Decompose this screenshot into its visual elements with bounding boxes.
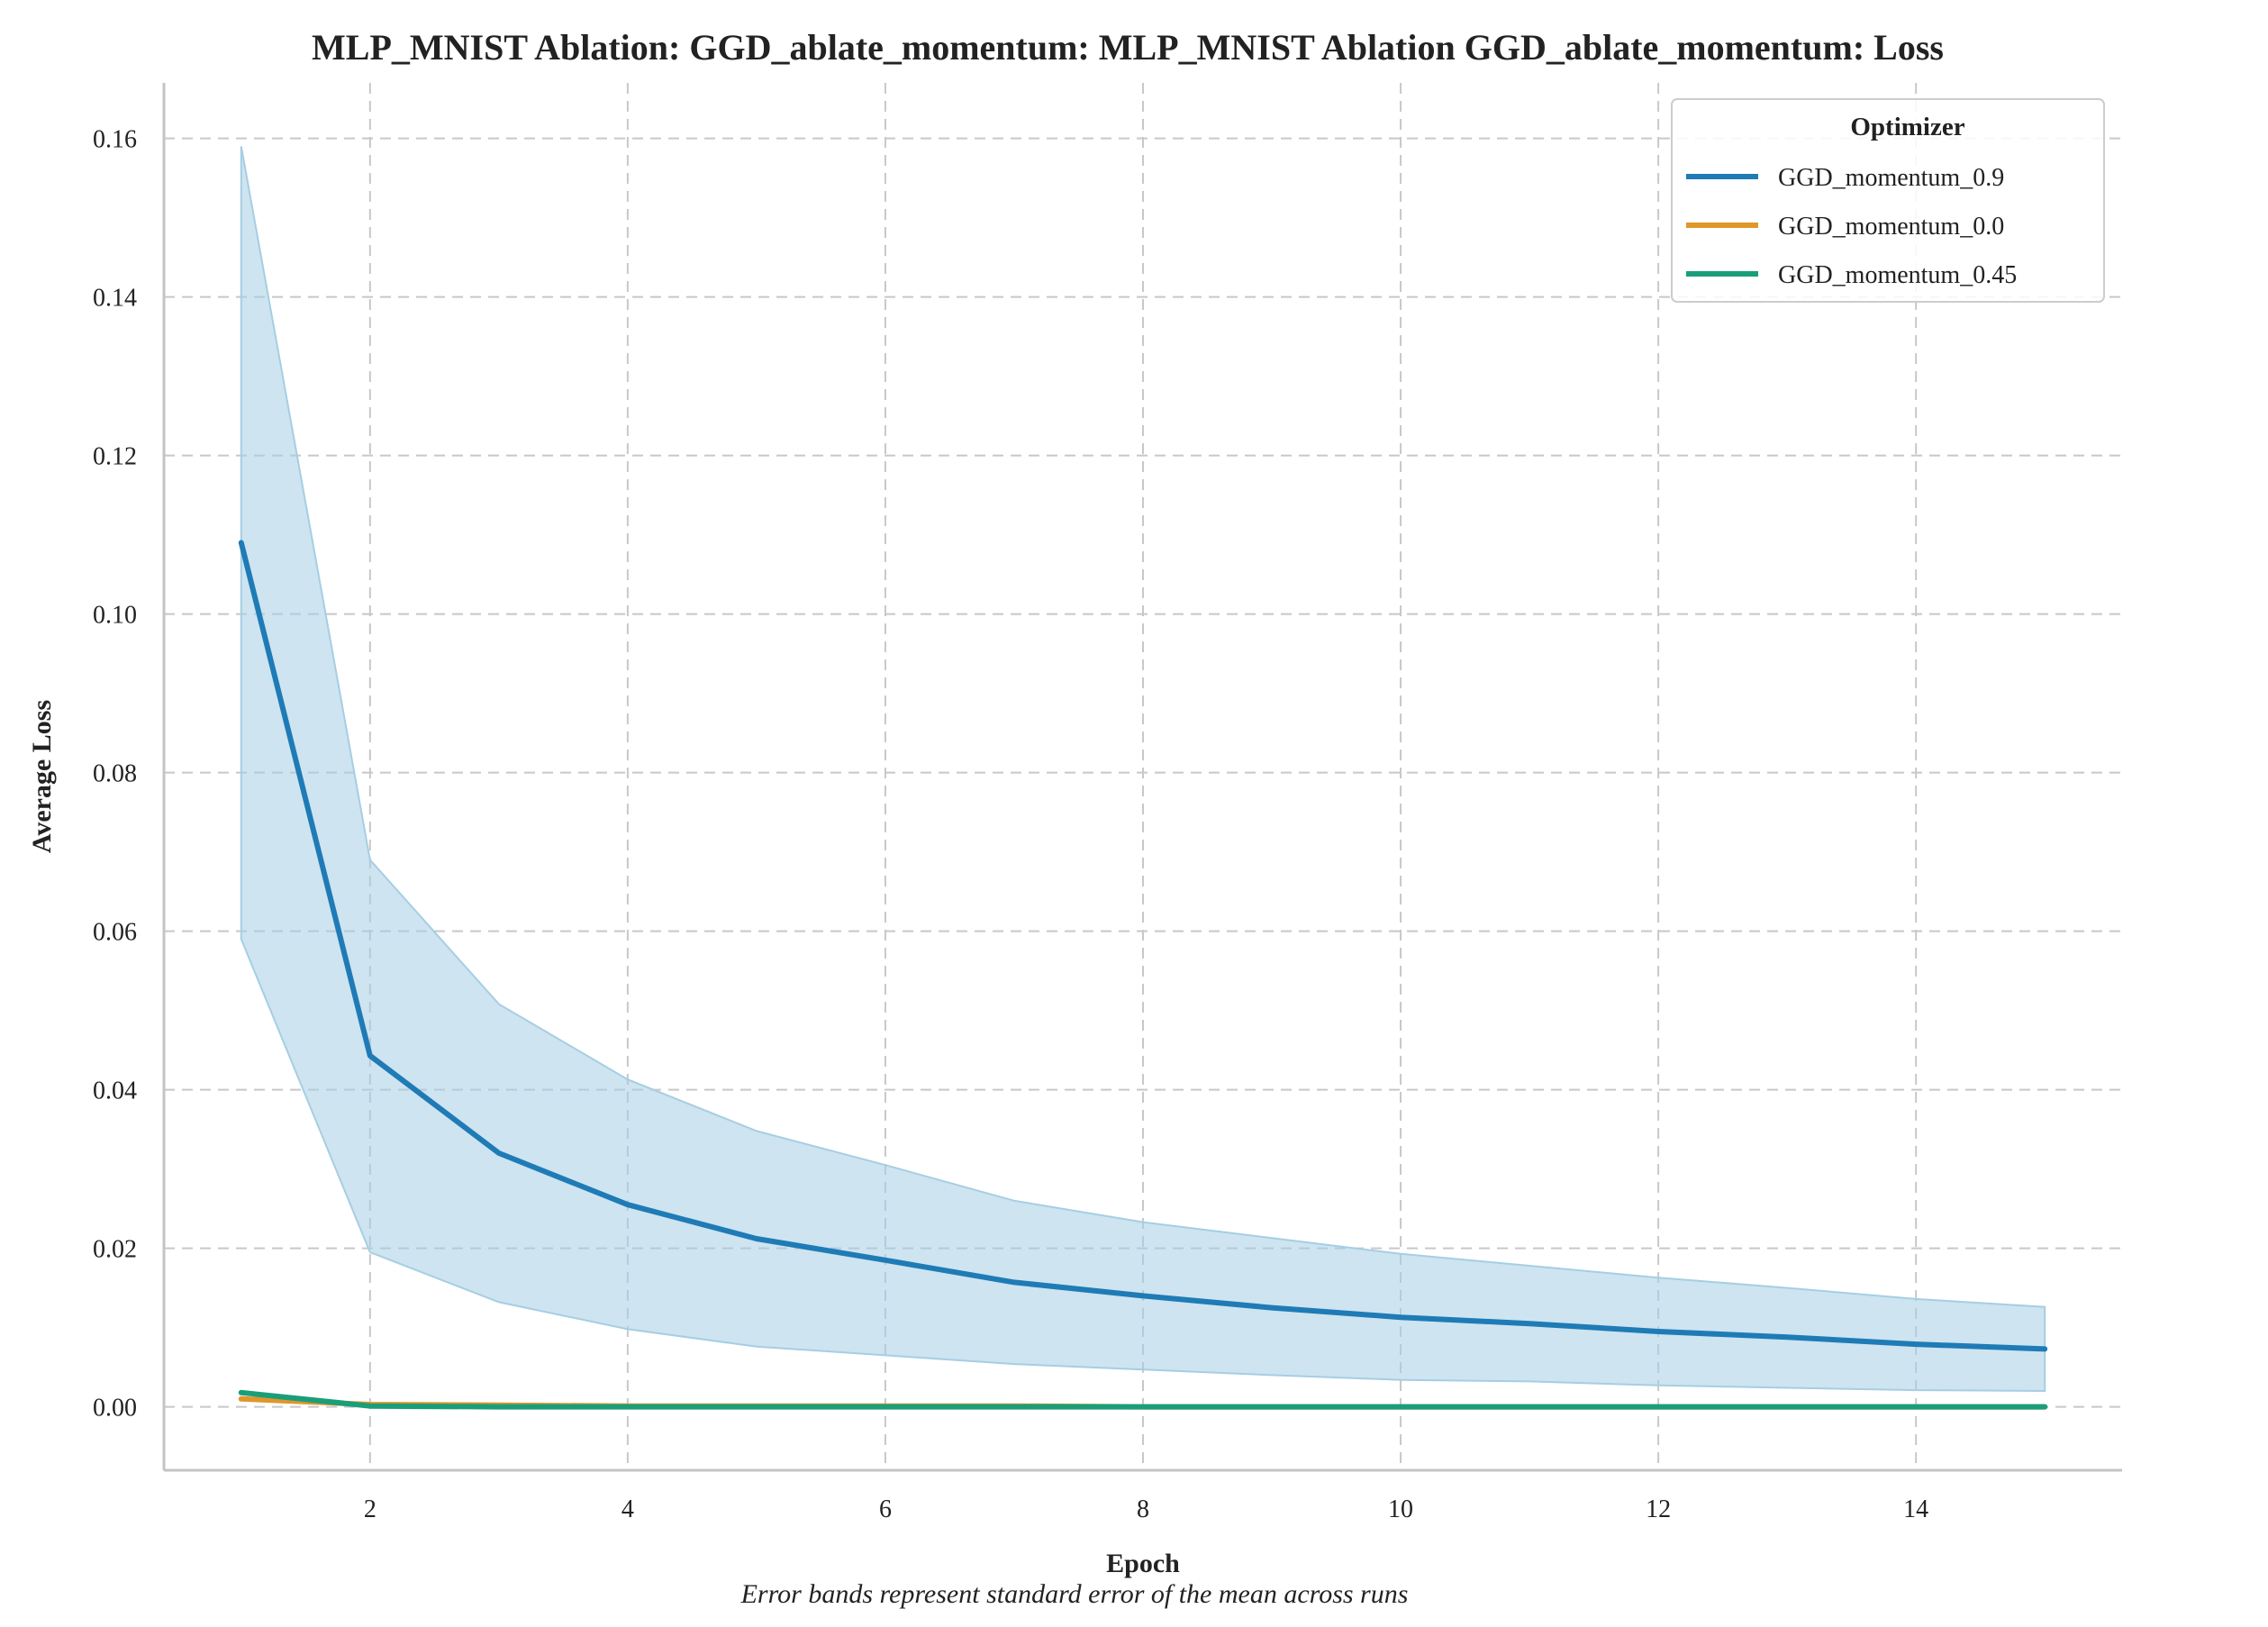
y-tick-label: 0.14 (93, 285, 137, 313)
y-axis-label: Average Loss (27, 700, 57, 853)
y-tick-label: 0.16 (93, 126, 137, 154)
error-bands (240, 146, 2046, 1393)
x-tick-label: 8 (1137, 1495, 1149, 1523)
x-tick-label: 4 (621, 1495, 634, 1523)
y-tick-label: 0.00 (93, 1395, 137, 1422)
y-tick-label: 0.10 (93, 602, 137, 630)
x-tick-label: 2 (364, 1495, 376, 1523)
x-tick-label: 10 (1388, 1495, 1413, 1523)
series-line-2 (238, 1389, 2048, 1410)
legend-items: GGD_momentum_0.9 GGD_momentum_0.0 GGD_mome… (1686, 164, 2017, 289)
error-band-0 (240, 146, 2046, 1393)
legend: Optimizer GGD_momentum_0.9GGD_momentum_0… (1671, 98, 2105, 303)
legend-label: GGD_momentum_0.0 (1778, 213, 2004, 241)
y-tick-label: 0.12 (93, 443, 137, 471)
legend-item: GGD_momentum_0.9 (1686, 164, 2004, 192)
chart-caption: Error bands represent standard error of … (740, 1579, 1409, 1609)
legend-item: GGD_momentum_0.45 (1686, 261, 2017, 289)
series-lines (238, 540, 2048, 1410)
legend-item: GGD_momentum_0.0 (1686, 213, 2004, 241)
x-tick-label: 14 (1903, 1495, 1928, 1523)
y-tick-label: 0.02 (93, 1236, 137, 1264)
x-axis-label: Epoch (1106, 1549, 1180, 1578)
legend-label: GGD_momentum_0.9 (1778, 164, 2004, 192)
y-tick-label: 0.06 (93, 919, 137, 947)
x-tick-label: 6 (879, 1495, 892, 1523)
legend-label: GGD_momentum_0.45 (1778, 261, 2017, 289)
x-tick-labels: 2 4 6 8 10 12 14 (364, 1495, 1928, 1523)
legend-frame (1671, 98, 2105, 303)
y-tick-label: 0.08 (93, 760, 137, 788)
y-tick-labels: 0.00 0.02 0.04 0.06 0.08 0.10 0.12 0.14 0.16 (93, 126, 137, 1422)
y-tick-label: 0.04 (93, 1077, 137, 1105)
legend-title: Optimizer (1850, 113, 1964, 141)
x-tick-label: 12 (1646, 1495, 1671, 1523)
series-line-0 (238, 540, 2048, 1352)
chart-title: MLP_MNIST Ablation: GGD_ablate_momentum:… (312, 27, 1944, 68)
